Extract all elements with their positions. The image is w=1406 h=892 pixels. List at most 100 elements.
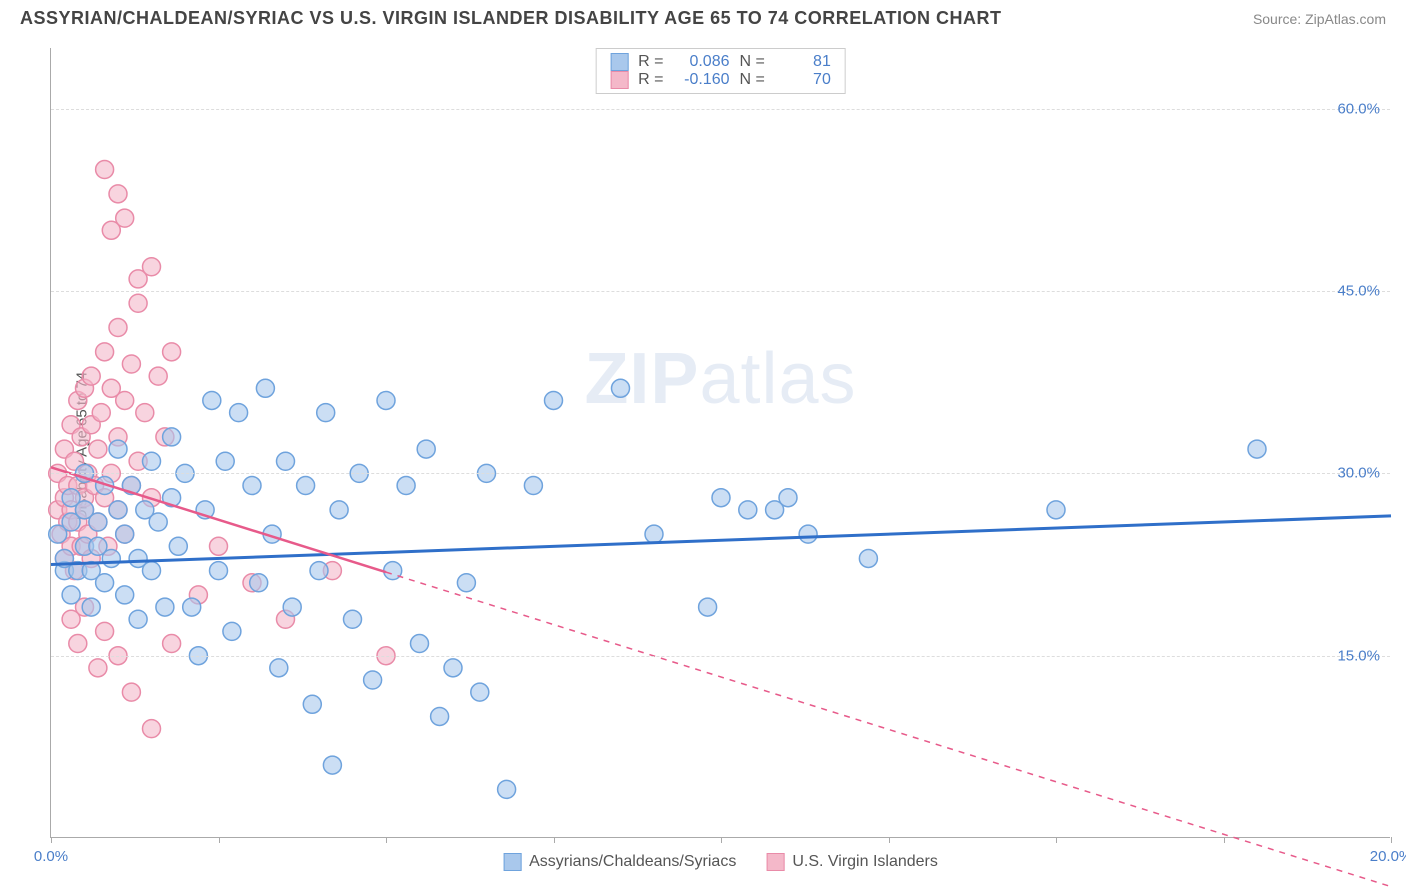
stats-legend-box: R = 0.086 N = 81 R = -0.160 N = 70 (595, 48, 846, 94)
stats-n-value-0: 81 (775, 53, 831, 71)
data-point (163, 343, 181, 361)
y-tick-label: 60.0% (1337, 100, 1380, 117)
data-point (116, 391, 134, 409)
data-point (69, 635, 87, 653)
data-point (89, 440, 107, 458)
chart-plot-area: ZIPatlas R = 0.086 N = 81 R = -0.160 N =… (50, 48, 1390, 838)
x-tick (1224, 837, 1225, 843)
data-point (89, 513, 107, 531)
data-point (149, 513, 167, 531)
data-point (859, 549, 877, 567)
data-point (102, 549, 120, 567)
data-point (96, 343, 114, 361)
x-tick (554, 837, 555, 843)
data-point (143, 720, 161, 738)
legend-item-0: Assyrians/Chaldeans/Syriacs (503, 853, 736, 871)
chart-title: ASSYRIAN/CHALDEAN/SYRIAC VS U.S. VIRGIN … (20, 8, 1001, 29)
data-point (210, 537, 228, 555)
x-tick (1056, 837, 1057, 843)
data-point (303, 695, 321, 713)
gridline (51, 656, 1390, 657)
x-tick (1391, 837, 1392, 843)
data-point (89, 659, 107, 677)
data-point (122, 683, 140, 701)
data-point (545, 391, 563, 409)
data-point (243, 477, 261, 495)
data-point (96, 574, 114, 592)
data-point (1047, 501, 1065, 519)
x-tick-label: 20.0% (1370, 848, 1406, 865)
data-point (143, 452, 161, 470)
data-point (310, 562, 328, 580)
stats-n-label: N = (740, 71, 765, 89)
legend-swatch-pink (766, 853, 784, 871)
data-point (109, 319, 127, 337)
x-tick (219, 837, 220, 843)
data-point (143, 562, 161, 580)
data-point (1248, 440, 1266, 458)
stats-r-label: R = (638, 53, 663, 71)
data-point (411, 635, 429, 653)
legend-label-0: Assyrians/Chaldeans/Syriacs (529, 853, 736, 871)
plot-svg (51, 48, 1390, 837)
gridline (51, 109, 1390, 110)
data-point (116, 209, 134, 227)
data-point (397, 477, 415, 495)
data-point (699, 598, 717, 616)
data-point (129, 270, 147, 288)
data-point (129, 610, 147, 628)
data-point (431, 707, 449, 725)
data-point (417, 440, 435, 458)
data-point (779, 489, 797, 507)
data-point (129, 294, 147, 312)
data-point (82, 367, 100, 385)
x-tick (51, 837, 52, 843)
data-point (109, 185, 127, 203)
data-point (739, 501, 757, 519)
bottom-legend: Assyrians/Chaldeans/Syriacs U.S. Virgin … (503, 853, 938, 871)
stats-r-label: R = (638, 71, 663, 89)
y-tick-label: 45.0% (1337, 283, 1380, 300)
data-point (524, 477, 542, 495)
chart-source: Source: ZipAtlas.com (1253, 11, 1386, 27)
data-point (96, 161, 114, 179)
x-tick (386, 837, 387, 843)
data-point (156, 598, 174, 616)
stats-swatch-blue (610, 53, 628, 71)
x-tick (889, 837, 890, 843)
data-point (163, 635, 181, 653)
data-point (163, 428, 181, 446)
data-point (256, 379, 274, 397)
data-point (457, 574, 475, 592)
x-tick-label: 0.0% (34, 848, 68, 865)
y-tick-label: 30.0% (1337, 465, 1380, 482)
data-point (92, 404, 110, 422)
gridline (51, 473, 1390, 474)
data-point (149, 367, 167, 385)
gridline (51, 291, 1390, 292)
y-tick-label: 15.0% (1337, 647, 1380, 664)
data-point (283, 598, 301, 616)
data-point (230, 404, 248, 422)
data-point (277, 452, 295, 470)
stats-row-series-0: R = 0.086 N = 81 (610, 53, 831, 71)
data-point (216, 452, 234, 470)
data-point (96, 622, 114, 640)
data-point (317, 404, 335, 422)
data-point (377, 391, 395, 409)
data-point (122, 355, 140, 373)
legend-label-1: U.S. Virgin Islanders (792, 853, 938, 871)
data-point (136, 404, 154, 422)
data-point (82, 598, 100, 616)
x-tick (721, 837, 722, 843)
stats-n-value-1: 70 (775, 71, 831, 89)
data-point (799, 525, 817, 543)
stats-n-label: N = (740, 53, 765, 71)
data-point (612, 379, 630, 397)
stats-r-value-0: 0.086 (674, 53, 730, 71)
data-point (297, 477, 315, 495)
data-point (109, 440, 127, 458)
data-point (344, 610, 362, 628)
data-point (203, 391, 221, 409)
legend-item-1: U.S. Virgin Islanders (766, 853, 938, 871)
